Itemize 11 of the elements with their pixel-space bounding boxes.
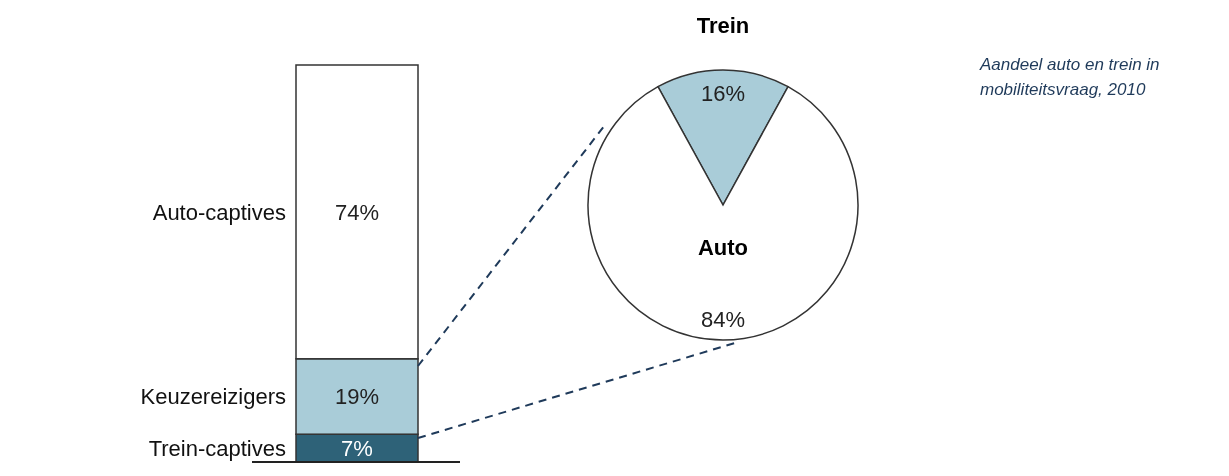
series-label: Trein-captives	[148, 435, 286, 461]
slice-label: Trein	[696, 12, 750, 38]
data-label: 19%	[334, 384, 380, 410]
data-label: 7%	[341, 435, 373, 461]
data-label: 74%	[334, 199, 380, 225]
data-label: 84%	[700, 307, 746, 333]
data-label: 16%	[700, 80, 746, 106]
slice-label: Auto	[697, 234, 749, 260]
series-label: Keuzereizigers	[140, 384, 286, 410]
series-label: Auto-captives	[152, 199, 286, 225]
text: Aandeel auto en trein in mobiliteitsvraag, 2010	[979, 55, 1160, 99]
